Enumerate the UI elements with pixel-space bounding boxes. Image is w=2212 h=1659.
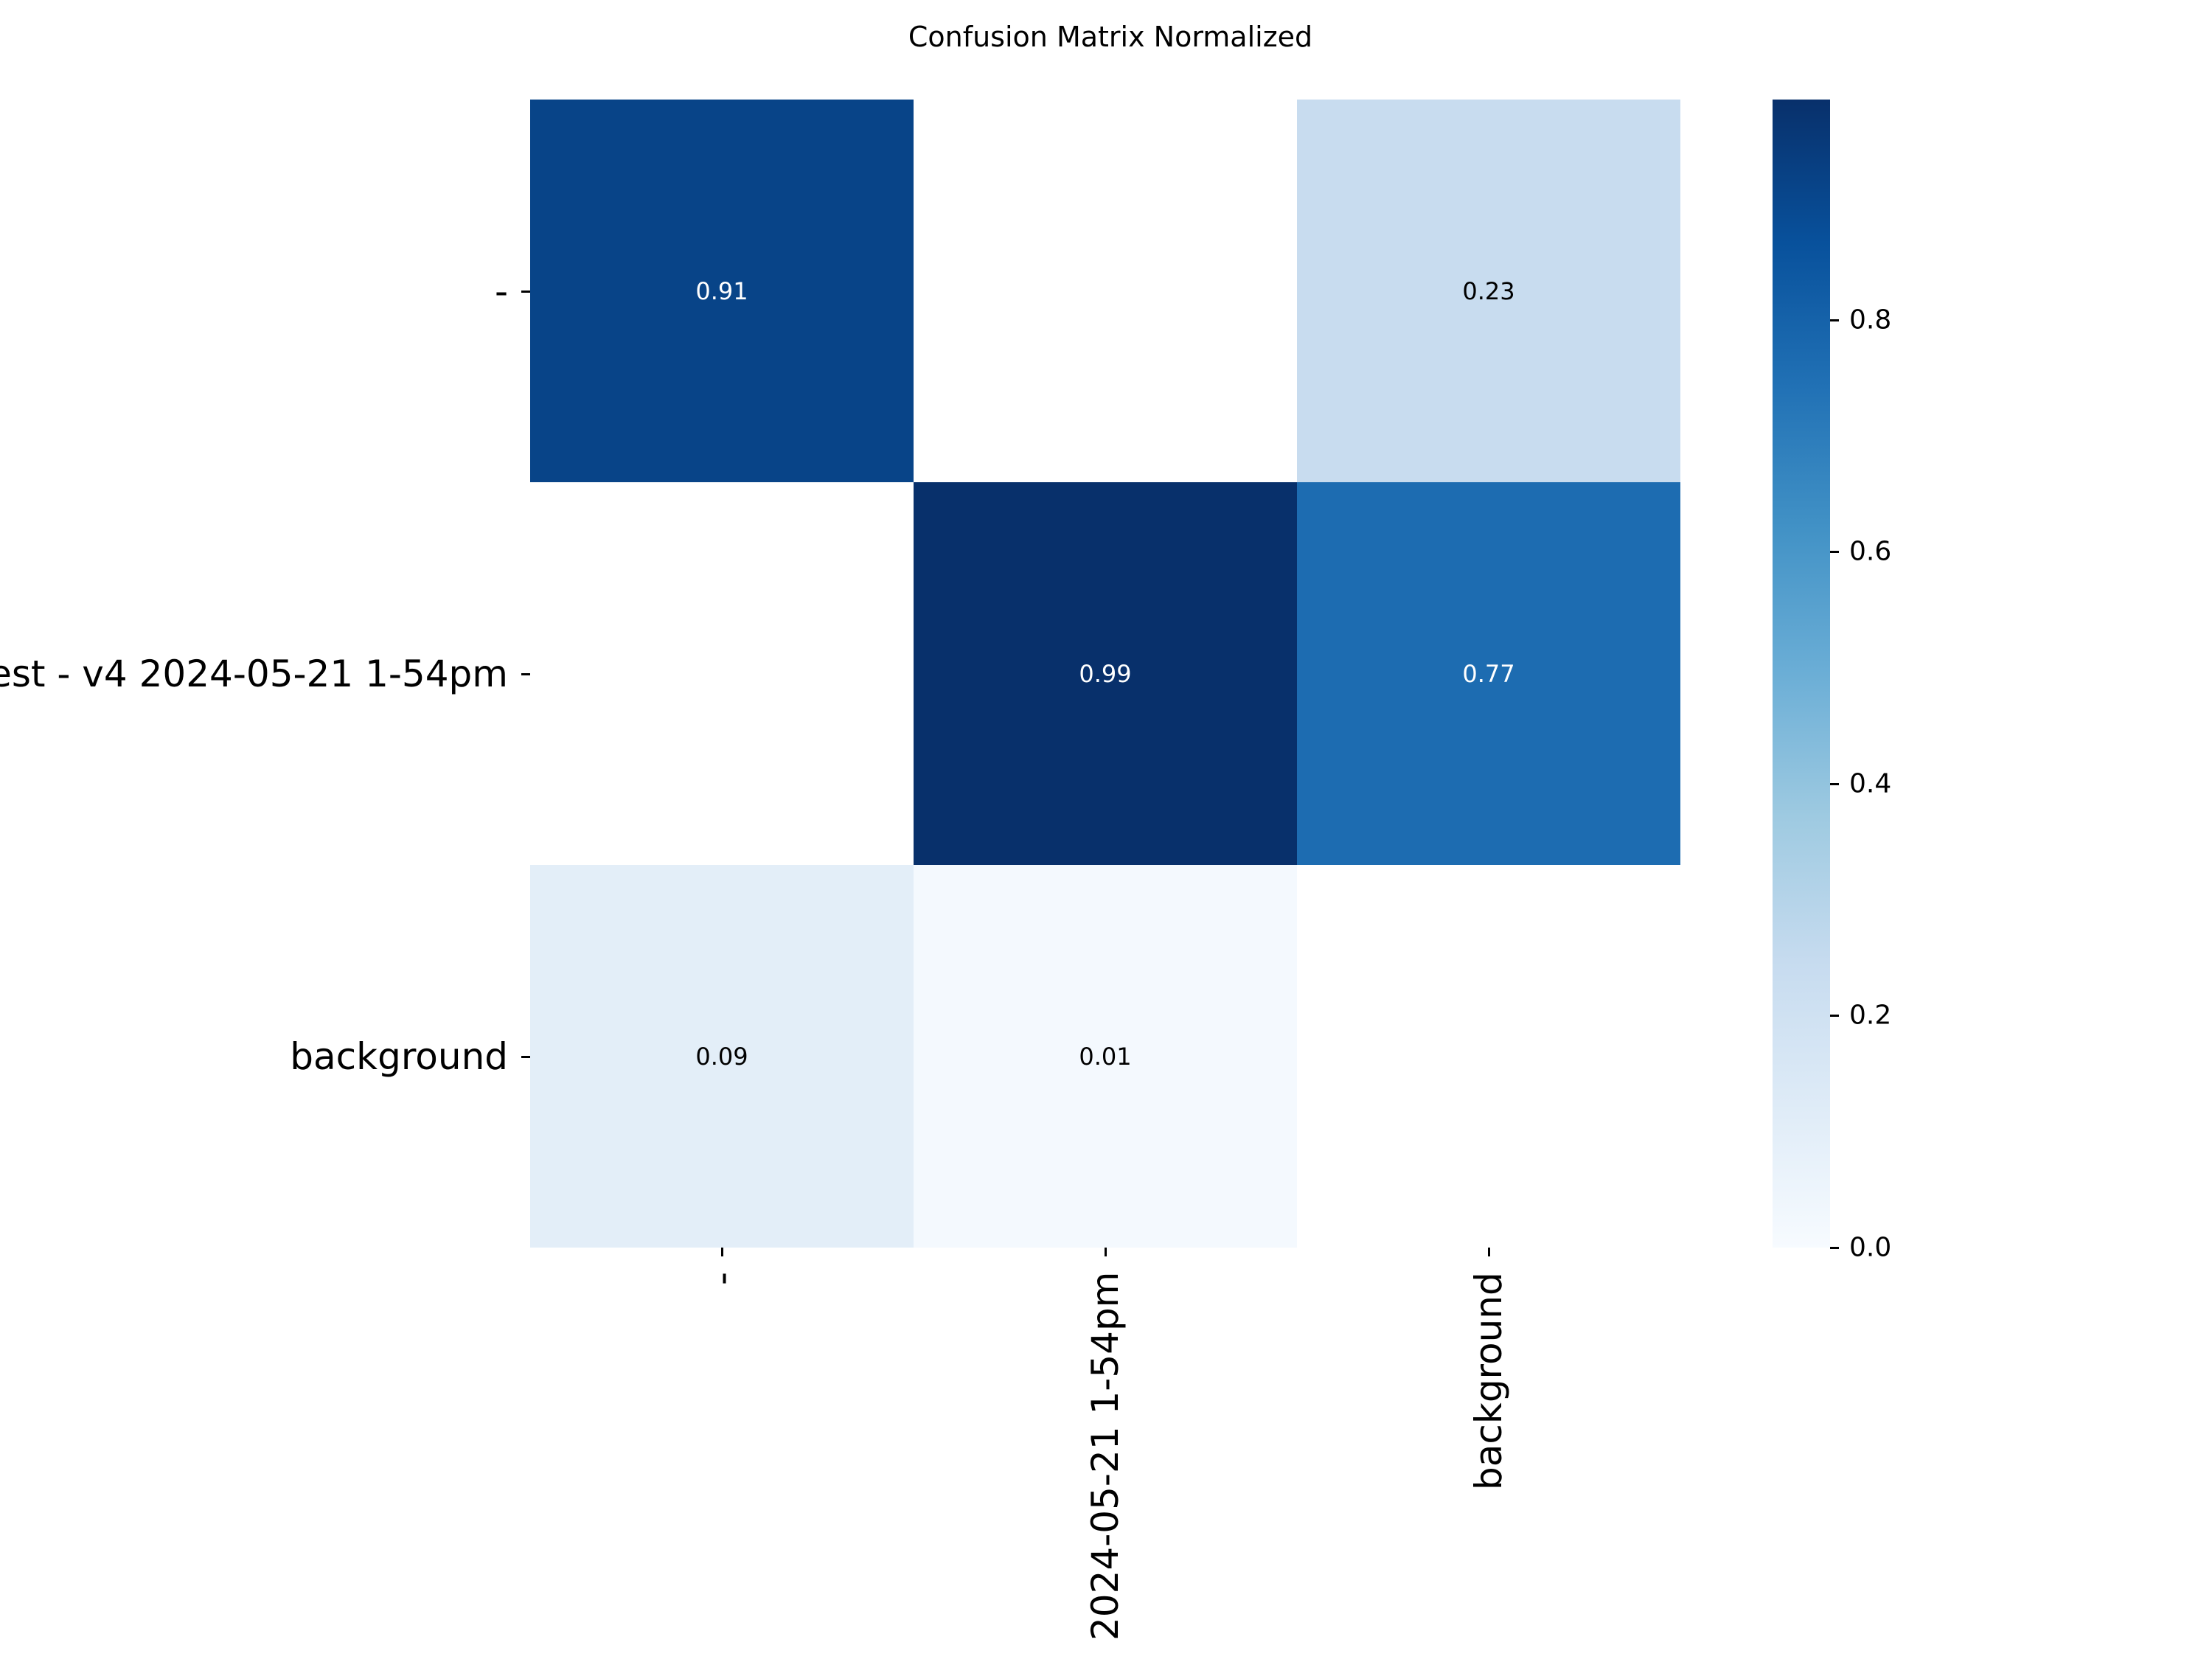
- colorbar-tick-mark: [1830, 551, 1839, 554]
- colorbar-tick-label: 0.4: [1849, 768, 1892, 799]
- chart-title: Confusion Matrix Normalized: [908, 21, 1313, 53]
- x-tick-label: background: [1467, 1272, 1510, 1490]
- heatmap-cell: 0.99: [914, 482, 1297, 865]
- heatmap-cell: 0.91: [530, 100, 914, 482]
- colorbar: [1773, 100, 1830, 1248]
- colorbar-tick-mark: [1830, 782, 1839, 785]
- y-tick-mark: [521, 1055, 530, 1058]
- x-tick-mark: [721, 1248, 723, 1256]
- heatmap-cell: [530, 482, 914, 865]
- x-tick-mark: [1488, 1248, 1490, 1256]
- colorbar-tick-label: 0.6: [1849, 536, 1892, 567]
- y-tick-label: -: [494, 269, 508, 313]
- x-tick-label: 2024-05-21 1-54pm: [1084, 1271, 1127, 1641]
- heatmap-cell: 0.23: [1297, 100, 1680, 482]
- heatmap-cell: [1297, 865, 1680, 1248]
- heatmap-cell: 0.77: [1297, 482, 1680, 865]
- colorbar-tick-label: 0.2: [1849, 1000, 1892, 1031]
- colorbar-tick-label: 0.0: [1849, 1232, 1892, 1263]
- heatmap-cell: [914, 100, 1297, 482]
- colorbar-tick-mark: [1830, 1247, 1839, 1249]
- y-tick-mark: [521, 290, 530, 293]
- y-tick-mark: [521, 672, 530, 675]
- heatmap-cell: 0.01: [914, 865, 1297, 1248]
- colorbar-tick-label: 0.8: [1849, 305, 1892, 335]
- y-tick-label: est - v4 2024-05-21 1-54pm: [0, 652, 508, 695]
- colorbar-tick-mark: [1830, 319, 1839, 321]
- heatmap-grid: 0.91 0.23 0.99 0.77 0.09 0.01: [530, 100, 1680, 1248]
- x-tick-label: -: [700, 1271, 743, 1285]
- heatmap-cell: 0.09: [530, 865, 914, 1248]
- x-tick-mark: [1105, 1248, 1107, 1256]
- y-tick-label: background: [290, 1034, 508, 1078]
- colorbar-tick-mark: [1830, 1015, 1839, 1018]
